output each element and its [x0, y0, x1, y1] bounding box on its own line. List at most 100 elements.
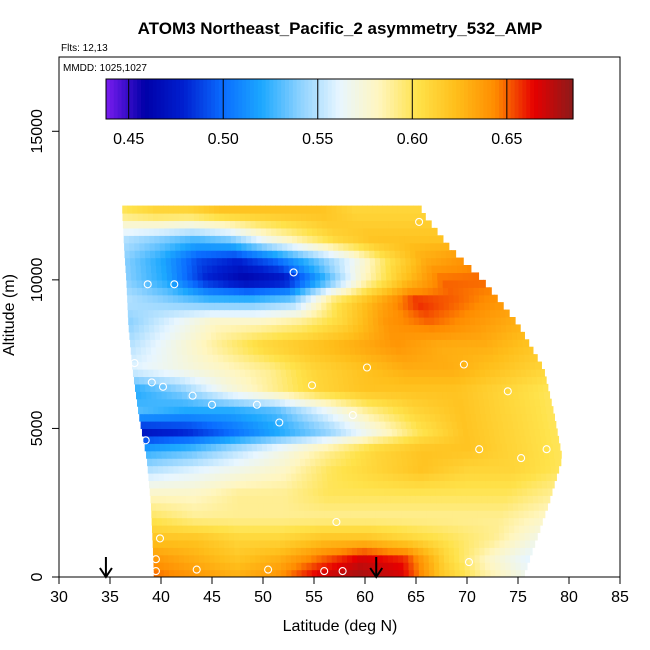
heatmap-cell — [533, 391, 540, 400]
heatmap-cell — [341, 465, 348, 474]
heatmap-cell — [300, 361, 307, 370]
heatmap-cell — [189, 473, 195, 482]
heatmap-cell — [140, 339, 146, 348]
heatmap-cell — [346, 287, 352, 296]
heatmap-cell — [213, 525, 219, 534]
heatmap-cell — [172, 532, 179, 541]
heatmap-cell — [205, 487, 212, 496]
heatmap-cell — [345, 510, 351, 519]
heatmap-cell — [272, 257, 279, 266]
heatmap-cell — [529, 361, 536, 370]
heatmap-cell — [333, 443, 340, 452]
heatmap-cell — [490, 562, 496, 571]
heatmap-cell — [151, 517, 158, 526]
heatmap-cell — [194, 309, 200, 318]
heatmap-cell — [516, 487, 523, 496]
heatmap-cell — [185, 331, 192, 340]
heatmap-cell — [366, 294, 373, 303]
heatmap-cell — [156, 510, 163, 519]
heatmap-cell — [244, 361, 250, 370]
heatmap-cell — [152, 458, 158, 467]
heatmap-cell — [376, 525, 383, 534]
colorbar-segment — [487, 79, 492, 119]
heatmap-cell — [316, 317, 323, 326]
heatmap-cell — [407, 539, 414, 548]
heatmap-cell — [204, 302, 210, 311]
heatmap-cell — [326, 554, 333, 563]
heatmap-cell — [540, 361, 542, 370]
heatmap-cell — [470, 324, 477, 333]
heatmap-cell — [240, 480, 247, 489]
heatmap-cell — [439, 324, 446, 333]
heatmap-cell — [371, 398, 378, 407]
heatmap-cell — [260, 562, 267, 571]
heatmap-cell — [465, 480, 471, 489]
heatmap-cell — [330, 398, 337, 407]
colorbar-segment — [436, 79, 442, 119]
heatmap-cell — [383, 473, 389, 482]
heatmap-cell — [310, 532, 317, 541]
heatmap-cell — [289, 517, 296, 526]
heatmap-cell — [243, 272, 250, 281]
heatmap-cell — [226, 331, 232, 340]
heatmap-cell — [537, 443, 544, 452]
heatmap-cell — [516, 324, 521, 333]
heatmap-cell — [297, 480, 303, 489]
heatmap-cell — [292, 331, 299, 340]
heatmap-cell — [530, 435, 537, 444]
heatmap-cell — [150, 383, 156, 392]
heatmap-cell — [423, 369, 430, 378]
heatmap-cell — [232, 502, 239, 511]
heatmap-cell — [310, 539, 317, 548]
heatmap-cell — [152, 532, 159, 541]
heatmap-cell — [430, 242, 436, 251]
heatmap-cell — [277, 250, 284, 259]
heatmap-cell — [301, 317, 308, 326]
heatmap-cell — [229, 465, 236, 474]
heatmap-cell — [214, 473, 221, 482]
heatmap-cell — [158, 302, 164, 311]
heatmap-cell — [344, 339, 350, 348]
heatmap-cell — [229, 309, 236, 318]
heatmap-cell — [408, 302, 414, 311]
x-tick-label: 65 — [407, 589, 425, 606]
heatmap-cell — [459, 569, 466, 577]
heatmap-cell — [153, 435, 160, 444]
colorbar-segment — [106, 79, 111, 119]
heatmap-cell — [526, 376, 533, 385]
heatmap-cell — [280, 213, 287, 222]
heatmap-cell — [427, 532, 434, 541]
heatmap-cell — [305, 532, 312, 541]
heatmap-cell — [238, 279, 245, 288]
heatmap-cell — [419, 242, 426, 251]
heatmap-cell — [357, 220, 364, 229]
heatmap-cell — [167, 361, 174, 370]
heatmap-cell — [495, 562, 501, 571]
heatmap-cell — [175, 443, 181, 452]
heatmap-cell — [275, 473, 282, 482]
heatmap-cell — [144, 324, 150, 333]
heatmap-cell — [378, 227, 384, 236]
heatmap-cell — [449, 406, 455, 415]
heatmap-cell — [300, 287, 306, 296]
heatmap-cell — [259, 539, 266, 548]
colorbar-segment — [207, 79, 212, 119]
heatmap-cell — [460, 376, 467, 385]
heatmap-cell — [443, 465, 450, 474]
heatmap-cell — [165, 487, 171, 496]
heatmap-cell — [510, 473, 517, 482]
heatmap-cell — [469, 473, 476, 482]
heatmap-cell — [171, 510, 178, 519]
heatmap-cell — [361, 428, 367, 437]
heatmap-cell — [158, 309, 165, 318]
heatmap-cell — [198, 539, 205, 548]
heatmap-cell — [473, 361, 480, 370]
heatmap-cell — [122, 220, 129, 229]
heatmap-cell — [492, 421, 499, 430]
heatmap-cell — [534, 517, 540, 526]
heatmap-cell — [356, 361, 363, 370]
heatmap-cell — [327, 317, 333, 326]
heatmap-cell — [265, 435, 272, 444]
heatmap-cell — [269, 294, 276, 303]
heatmap-cell — [414, 376, 421, 385]
